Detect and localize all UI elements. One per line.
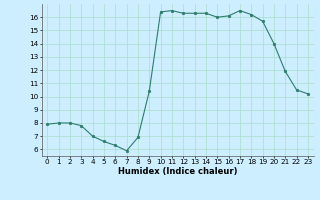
X-axis label: Humidex (Indice chaleur): Humidex (Indice chaleur)	[118, 167, 237, 176]
